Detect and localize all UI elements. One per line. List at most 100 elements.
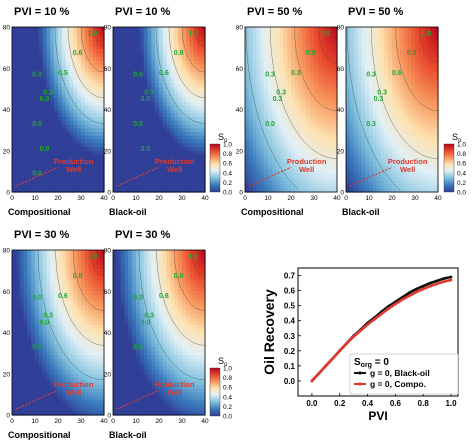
heat-cell (19, 162, 25, 167)
heat-cell (38, 388, 44, 394)
heat-cell (384, 83, 389, 88)
heat-cell (418, 57, 424, 62)
heat-cell (120, 34, 126, 39)
heat-cell (12, 340, 17, 345)
heat-cell (193, 117, 198, 122)
heat-cell (77, 98, 82, 103)
heat-cell (275, 64, 281, 69)
heat-cell (23, 253, 28, 259)
heat-cell (143, 113, 149, 118)
heat-cell (279, 109, 284, 114)
heat-cell (128, 49, 133, 54)
heat-cell (201, 120, 206, 126)
heat-cell (27, 38, 32, 43)
heat-cell (365, 53, 370, 58)
heat-cell (189, 184, 195, 189)
heat-cell (365, 184, 370, 189)
x-tick: 30 (178, 195, 186, 202)
heat-cell (349, 109, 355, 114)
heat-cell (15, 169, 21, 174)
heat-cell (260, 113, 265, 118)
heat-cell (380, 68, 385, 73)
heat-cell (333, 147, 338, 152)
heat-cell (92, 94, 97, 99)
heat-cell (54, 332, 59, 337)
heat-cell (349, 180, 355, 186)
heat-cell (325, 72, 330, 77)
heat-cell (422, 38, 428, 43)
heat-cell (61, 173, 67, 178)
heat-cell (174, 120, 179, 126)
heat-cell (310, 83, 315, 88)
panel-title: PVI = 30 % (14, 229, 70, 241)
heat-cell (54, 351, 59, 356)
heat-cell (193, 188, 198, 193)
heat-cell (264, 162, 269, 167)
heat-cell (100, 72, 105, 77)
heat-cell (19, 173, 25, 178)
heat-cell (353, 117, 359, 122)
heat-cell (81, 154, 86, 159)
heat-cell (415, 30, 420, 36)
heat-cell (248, 98, 254, 103)
heat-cell (65, 370, 71, 375)
heat-cell (54, 373, 59, 379)
heat-cell (333, 132, 338, 137)
heat-cell (31, 370, 36, 375)
heat-cell (384, 162, 389, 167)
heat-cell (268, 102, 273, 107)
heat-cell (84, 49, 90, 54)
heat-cell (84, 38, 90, 43)
heat-cell (346, 90, 351, 96)
heat-cell (120, 68, 126, 73)
heat-cell (369, 90, 374, 96)
heat-cell (162, 98, 168, 103)
heat-cell (38, 366, 44, 371)
heat-cell (139, 162, 145, 167)
heat-cell (189, 94, 195, 99)
heat-cell (376, 139, 382, 144)
heat-cell (388, 102, 393, 107)
heat-cell (170, 53, 175, 58)
heat-cell (162, 72, 168, 77)
heat-cell (325, 42, 330, 47)
heat-cell (88, 117, 94, 122)
heat-cell (159, 34, 164, 39)
heat-cell (38, 355, 44, 360)
heat-cell (283, 180, 288, 186)
heat-cell (264, 147, 269, 152)
heat-cell (12, 72, 17, 77)
heat-cell (329, 184, 334, 189)
heat-cell (61, 38, 67, 43)
heat-cell (15, 253, 21, 259)
heat-cell (31, 332, 36, 337)
heat-cell (113, 128, 118, 133)
heat-cell (193, 124, 198, 129)
heat-cell (426, 135, 431, 141)
heat-cell (294, 60, 300, 66)
heat-cell (38, 272, 44, 277)
heat-cell (19, 68, 25, 73)
heat-cell (147, 120, 152, 126)
heat-cell (100, 34, 105, 39)
heat-cell (58, 42, 63, 47)
heat-cell (321, 143, 327, 148)
heat-cell (162, 188, 168, 193)
heat-cell (321, 60, 327, 66)
heat-cell (329, 42, 334, 47)
heat-cell (365, 42, 370, 47)
heat-cell (73, 135, 78, 141)
heat-cell (77, 38, 82, 43)
heat-cell (197, 53, 202, 58)
heat-cell (376, 177, 382, 182)
heat-cell (92, 173, 97, 178)
heat-cell (298, 79, 304, 84)
contour-line (155, 27, 205, 124)
heat-cell (159, 72, 164, 77)
heat-cell (306, 139, 311, 144)
heat-cell (120, 75, 126, 81)
heat-cell (46, 72, 51, 77)
x-tick: 0 (111, 195, 115, 202)
heat-cell (69, 117, 74, 122)
heat-cell (260, 87, 265, 92)
